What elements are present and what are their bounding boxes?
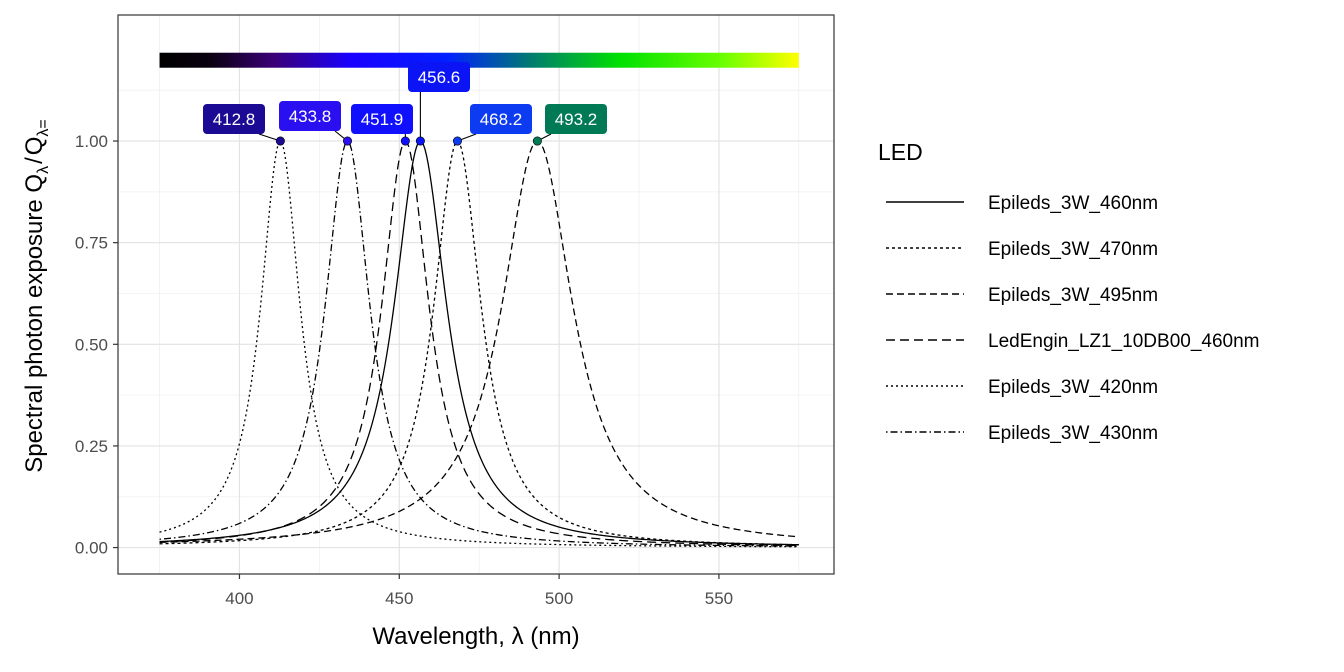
peak-point xyxy=(415,136,425,146)
legend: LED Epileds_3W_460nmEpileds_3W_470nmEpil… xyxy=(878,139,1260,444)
y-axis: 0.00 0.25 0.50 0.75 1.00 xyxy=(75,132,118,558)
y-axis-title-slash: / xyxy=(21,157,48,164)
y-axis-title-q2: Q xyxy=(21,137,48,156)
x-axis: 400 450 500 550 xyxy=(225,574,733,608)
legend-items: Epileds_3W_460nm Epileds_3W_470nm Epileds_… xyxy=(886,193,1260,444)
series-line-Epileds_3W_470nm xyxy=(159,140,799,546)
plot-panel: 412.8 433.8 451.9 456.6 468.2 493.2 xyxy=(117,14,835,575)
y-axis-title-sub2: λ= xyxy=(35,119,52,136)
x-tick-label: 500 xyxy=(545,589,573,608)
peak-label-box xyxy=(408,62,470,92)
peak-label-box xyxy=(545,104,607,134)
x-tick-label: 550 xyxy=(705,589,733,608)
peak-label: 412.8 xyxy=(213,110,256,129)
y-axis-title-sub1: λ xyxy=(35,166,52,174)
peak-point xyxy=(400,136,410,146)
wavelength-color-bar xyxy=(159,52,799,68)
peak-label-box xyxy=(279,101,341,131)
spectra-curves xyxy=(159,140,799,548)
x-tick-label: 450 xyxy=(385,589,413,608)
peak-label-box xyxy=(351,104,413,134)
series-line-LedEngin_LZ1_10DB00_460nm xyxy=(159,140,799,547)
peak-label-box xyxy=(470,104,532,134)
peak-label: 456.6 xyxy=(418,68,461,87)
gridlines xyxy=(118,15,834,574)
y-tick-label: 0.50 xyxy=(75,335,108,354)
legend-label: Epileds_3W_495nm xyxy=(988,285,1158,306)
y-axis-title-main: Spectral photon exposure Q xyxy=(21,174,48,473)
y-tick-label: 1.00 xyxy=(75,132,108,151)
series-line-Epileds_3W_460nm xyxy=(159,140,799,546)
peak-label: 433.8 xyxy=(289,107,332,126)
y-tick-label: 0.75 xyxy=(75,234,108,253)
panel-background xyxy=(118,15,834,574)
legend-label: Epileds_3W_430nm xyxy=(988,423,1158,444)
y-tick-label: 0.25 xyxy=(75,437,108,456)
peak-point xyxy=(343,136,353,146)
peak-markers: 412.8 433.8 451.9 456.6 468.2 493.2 xyxy=(203,62,607,146)
panel-border xyxy=(117,14,835,575)
peak-point xyxy=(275,136,285,146)
peak-label: 468.2 xyxy=(480,110,523,129)
legend-title: LED xyxy=(878,139,923,165)
peak-label: 451.9 xyxy=(361,110,404,129)
peak-point xyxy=(532,136,542,146)
y-tick-label: 0.00 xyxy=(75,539,108,558)
y-axis-title: Spectral photon exposure Qλ /Qλ= xyxy=(21,119,52,473)
legend-label: Epileds_3W_420nm xyxy=(988,377,1158,398)
peak-label: 493.2 xyxy=(555,110,598,129)
x-axis-title: Wavelength, λ (nm) xyxy=(372,623,579,650)
series-line-Epileds_3W_495nm xyxy=(159,140,799,543)
legend-label: Epileds_3W_470nm xyxy=(988,239,1158,260)
peak-point xyxy=(452,136,462,146)
series-line-Epileds_3W_420nm xyxy=(159,140,799,548)
peak-label-box xyxy=(203,104,265,134)
x-tick-label: 400 xyxy=(225,589,253,608)
legend-label: LedEngin_LZ1_10DB00_460nm xyxy=(988,331,1260,352)
legend-label: Epileds_3W_460nm xyxy=(988,193,1158,214)
